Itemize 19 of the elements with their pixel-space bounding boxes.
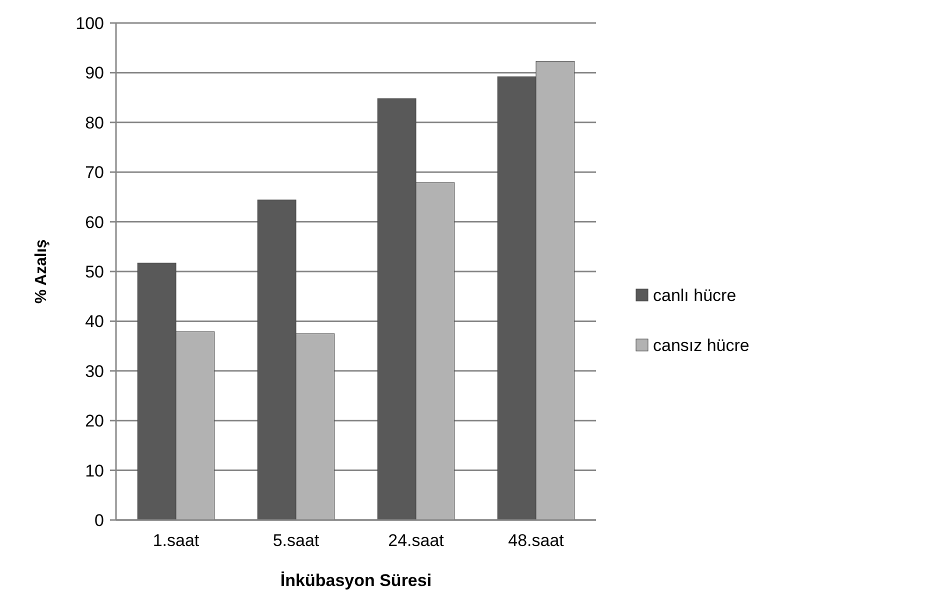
- y-tick-label: 50: [85, 262, 104, 282]
- y-tick-label: 0: [94, 510, 104, 530]
- x-tick-label: 1.saat: [152, 531, 200, 550]
- y-tick-label: 80: [85, 113, 104, 132]
- x-tick-label: 24.saat: [388, 531, 444, 550]
- legend-label: canlı hücre: [653, 286, 736, 305]
- y-tick-label: 70: [85, 163, 104, 182]
- y-tick-label: 30: [85, 362, 104, 381]
- y-tick-label: 10: [85, 461, 104, 480]
- x-axis-title: İnkübasyon Süresi: [280, 571, 432, 590]
- y-tick-label: 40: [85, 312, 104, 332]
- x-tick-label: 5.saat: [272, 531, 320, 550]
- y-tick-label: 100: [76, 14, 104, 33]
- y-tick-label: 20: [85, 412, 104, 431]
- legend-label: cansız hücre: [653, 336, 750, 355]
- y-tick-label: 90: [85, 64, 104, 83]
- y-tick-label: 60: [85, 212, 104, 232]
- y-axis-title: % Azalış: [33, 239, 50, 304]
- x-tick-label: 48.saat: [508, 531, 564, 550]
